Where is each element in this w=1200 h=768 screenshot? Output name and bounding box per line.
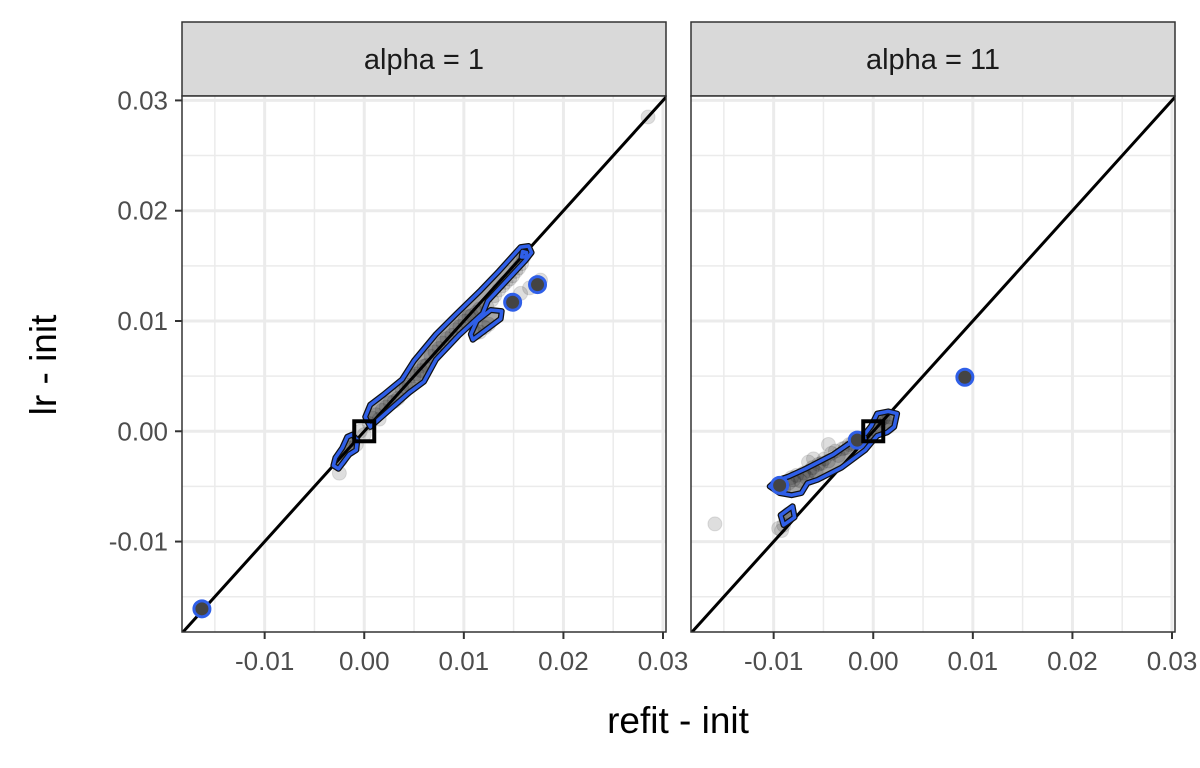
x-axis-title: refit - init bbox=[607, 700, 750, 741]
data-point bbox=[820, 437, 836, 453]
plot-area bbox=[691, 96, 1175, 632]
facet-panel-2: alpha = 11 -0.01 0.00 0.01 0.02 0.03 bbox=[690, 21, 1198, 676]
facet-strip-label: alpha = 11 bbox=[866, 44, 1000, 76]
y-axis-title: lr - init bbox=[23, 314, 64, 415]
density-contour bbox=[363, 244, 534, 429]
highlight-marker bbox=[503, 292, 523, 312]
density-contour bbox=[331, 432, 360, 471]
y-tick-label: 0.01 bbox=[117, 306, 168, 336]
highlight-marker bbox=[770, 475, 790, 495]
x-tick-label: 0.02 bbox=[538, 646, 589, 676]
plot-area bbox=[182, 96, 666, 632]
density-contour bbox=[519, 249, 529, 259]
y-tick-label: -0.01 bbox=[109, 527, 168, 557]
highlight-marker bbox=[528, 275, 548, 295]
y-tick-label: 0.03 bbox=[117, 85, 168, 115]
x-tick-label: -0.01 bbox=[235, 646, 294, 676]
x-tick-label: 0.01 bbox=[948, 646, 999, 676]
x-tick-label: -0.01 bbox=[744, 646, 803, 676]
x-tick-label: 0.00 bbox=[848, 646, 899, 676]
highlight-marker bbox=[192, 599, 212, 619]
y-tick-label: 0.02 bbox=[117, 196, 168, 226]
panels-layer: alpha = 1 -0.01 0.00 0.01 0.02 0.03 -0.01 0.00 0… bbox=[109, 21, 1198, 676]
highlight-marker bbox=[955, 367, 975, 387]
density-contour bbox=[767, 409, 899, 497]
x-tick-label: 0.00 bbox=[339, 646, 390, 676]
x-tick-label: 0.01 bbox=[439, 646, 490, 676]
density-contour bbox=[778, 504, 797, 527]
panel-border bbox=[181, 95, 667, 633]
facet-strip bbox=[181, 21, 667, 97]
density-contour bbox=[469, 308, 504, 342]
facet-strip bbox=[690, 21, 1176, 97]
facet-panel-1: alpha = 1 -0.01 0.00 0.01 0.02 0.03 -0.01 0.00 0… bbox=[109, 21, 689, 676]
identity-line bbox=[182, 96, 666, 632]
facet-strip-label: alpha = 1 bbox=[364, 44, 484, 76]
y-tick-label: 0.00 bbox=[117, 416, 168, 446]
x-tick-label: 0.03 bbox=[638, 646, 689, 676]
data-point bbox=[707, 516, 723, 532]
identity-line bbox=[691, 96, 1175, 632]
center-square-marker bbox=[352, 419, 377, 444]
panel-border bbox=[690, 95, 1176, 633]
data-point bbox=[409, 366, 425, 382]
center-square-marker bbox=[861, 419, 886, 444]
data-point bbox=[640, 109, 656, 125]
x-tick-label: 0.03 bbox=[1147, 646, 1198, 676]
x-tick-label: 0.02 bbox=[1047, 646, 1098, 676]
